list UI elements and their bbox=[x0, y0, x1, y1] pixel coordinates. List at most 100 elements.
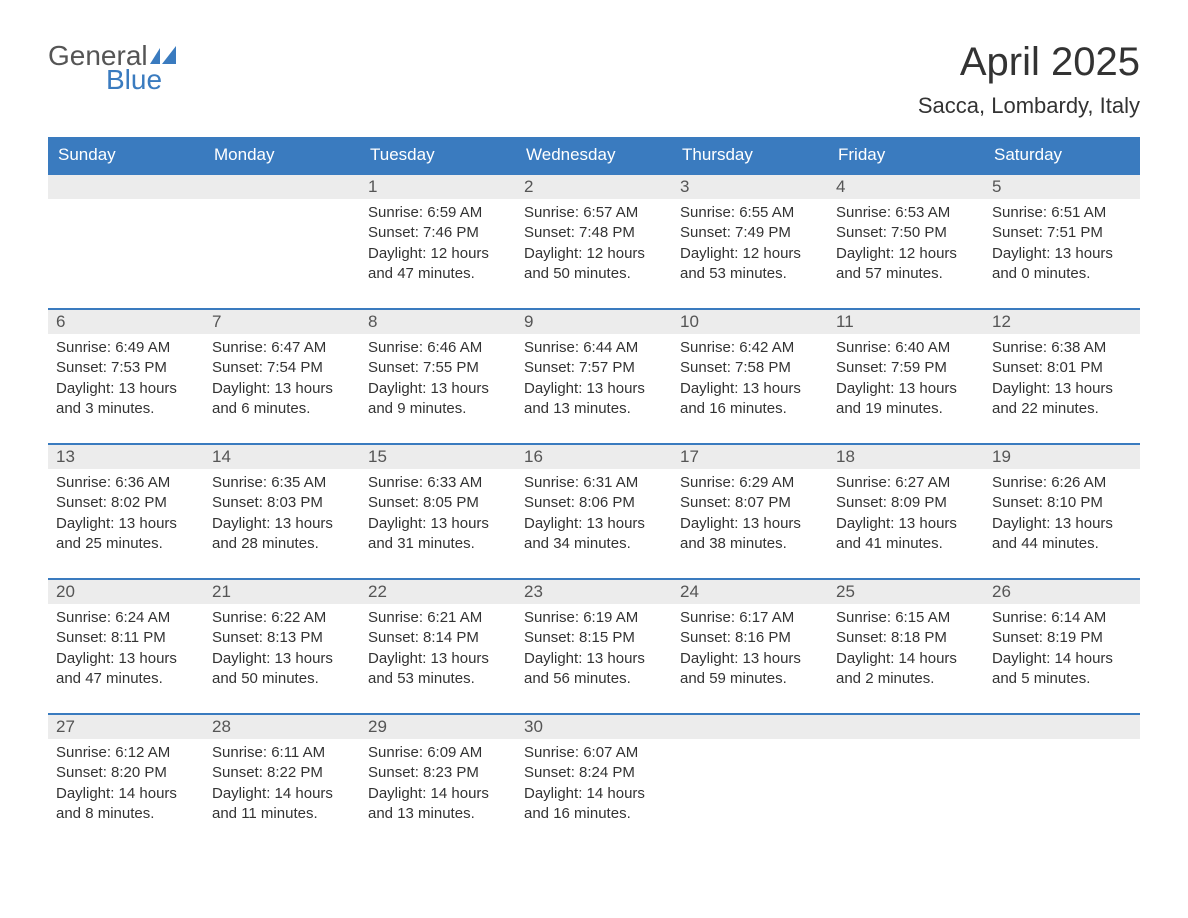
day-number: 10 bbox=[672, 309, 828, 334]
sunset-line: Sunset: 8:11 PM bbox=[56, 628, 196, 648]
day-number bbox=[828, 714, 984, 739]
daylight-line: Daylight: 12 hours and 50 minutes. bbox=[524, 244, 664, 285]
logo-text-blue: Blue bbox=[106, 64, 188, 96]
day-cell bbox=[48, 199, 204, 309]
day-number: 17 bbox=[672, 444, 828, 469]
location: Sacca, Lombardy, Italy bbox=[918, 93, 1140, 119]
day-content-row: Sunrise: 6:49 AMSunset: 7:53 PMDaylight:… bbox=[48, 334, 1140, 444]
day-number: 18 bbox=[828, 444, 984, 469]
sunrise-line: Sunrise: 6:44 AM bbox=[524, 338, 664, 358]
day-cell: Sunrise: 6:12 AMSunset: 8:20 PMDaylight:… bbox=[48, 739, 204, 848]
sunset-line: Sunset: 7:58 PM bbox=[680, 358, 820, 378]
sunset-line: Sunset: 8:13 PM bbox=[212, 628, 352, 648]
daylight-line: Daylight: 13 hours and 38 minutes. bbox=[680, 514, 820, 555]
sunrise-line: Sunrise: 6:26 AM bbox=[992, 473, 1132, 493]
weekday-header: Wednesday bbox=[516, 137, 672, 174]
day-number: 28 bbox=[204, 714, 360, 739]
sunset-line: Sunset: 8:02 PM bbox=[56, 493, 196, 513]
day-cell: Sunrise: 6:38 AMSunset: 8:01 PMDaylight:… bbox=[984, 334, 1140, 444]
sunset-line: Sunset: 7:48 PM bbox=[524, 223, 664, 243]
sunrise-line: Sunrise: 6:35 AM bbox=[212, 473, 352, 493]
sunrise-line: Sunrise: 6:51 AM bbox=[992, 203, 1132, 223]
day-cell: Sunrise: 6:33 AMSunset: 8:05 PMDaylight:… bbox=[360, 469, 516, 579]
sunrise-line: Sunrise: 6:49 AM bbox=[56, 338, 196, 358]
daylight-line: Daylight: 14 hours and 16 minutes. bbox=[524, 784, 664, 825]
sunrise-line: Sunrise: 6:15 AM bbox=[836, 608, 976, 628]
day-cell bbox=[984, 739, 1140, 848]
day-number: 3 bbox=[672, 174, 828, 199]
day-cell: Sunrise: 6:15 AMSunset: 8:18 PMDaylight:… bbox=[828, 604, 984, 714]
sunrise-line: Sunrise: 6:53 AM bbox=[836, 203, 976, 223]
sunrise-line: Sunrise: 6:59 AM bbox=[368, 203, 508, 223]
sunset-line: Sunset: 8:01 PM bbox=[992, 358, 1132, 378]
weekday-header: Friday bbox=[828, 137, 984, 174]
daylight-line: Daylight: 13 hours and 16 minutes. bbox=[680, 379, 820, 420]
day-cell bbox=[672, 739, 828, 848]
sunset-line: Sunset: 7:53 PM bbox=[56, 358, 196, 378]
weekday-header: Sunday bbox=[48, 137, 204, 174]
day-cell: Sunrise: 6:11 AMSunset: 8:22 PMDaylight:… bbox=[204, 739, 360, 848]
day-number: 22 bbox=[360, 579, 516, 604]
sunrise-line: Sunrise: 6:27 AM bbox=[836, 473, 976, 493]
weekday-header-row: SundayMondayTuesdayWednesdayThursdayFrid… bbox=[48, 137, 1140, 174]
sunrise-line: Sunrise: 6:14 AM bbox=[992, 608, 1132, 628]
sunrise-line: Sunrise: 6:09 AM bbox=[368, 743, 508, 763]
day-number: 12 bbox=[984, 309, 1140, 334]
daylight-line: Daylight: 13 hours and 25 minutes. bbox=[56, 514, 196, 555]
day-cell: Sunrise: 6:31 AMSunset: 8:06 PMDaylight:… bbox=[516, 469, 672, 579]
day-number: 24 bbox=[672, 579, 828, 604]
sunrise-line: Sunrise: 6:19 AM bbox=[524, 608, 664, 628]
day-cell: Sunrise: 6:51 AMSunset: 7:51 PMDaylight:… bbox=[984, 199, 1140, 309]
day-number: 29 bbox=[360, 714, 516, 739]
day-cell: Sunrise: 6:19 AMSunset: 8:15 PMDaylight:… bbox=[516, 604, 672, 714]
daylight-line: Daylight: 13 hours and 53 minutes. bbox=[368, 649, 508, 690]
day-number bbox=[672, 714, 828, 739]
sunrise-line: Sunrise: 6:17 AM bbox=[680, 608, 820, 628]
sunset-line: Sunset: 8:22 PM bbox=[212, 763, 352, 783]
daylight-line: Daylight: 13 hours and 6 minutes. bbox=[212, 379, 352, 420]
day-cell: Sunrise: 6:46 AMSunset: 7:55 PMDaylight:… bbox=[360, 334, 516, 444]
sunrise-line: Sunrise: 6:42 AM bbox=[680, 338, 820, 358]
sunset-line: Sunset: 8:14 PM bbox=[368, 628, 508, 648]
sunset-line: Sunset: 8:06 PM bbox=[524, 493, 664, 513]
daylight-line: Daylight: 14 hours and 13 minutes. bbox=[368, 784, 508, 825]
day-content-row: Sunrise: 6:24 AMSunset: 8:11 PMDaylight:… bbox=[48, 604, 1140, 714]
day-number bbox=[204, 174, 360, 199]
sunset-line: Sunset: 8:16 PM bbox=[680, 628, 820, 648]
sunrise-line: Sunrise: 6:31 AM bbox=[524, 473, 664, 493]
sunset-line: Sunset: 8:20 PM bbox=[56, 763, 196, 783]
weekday-header: Monday bbox=[204, 137, 360, 174]
day-cell: Sunrise: 6:14 AMSunset: 8:19 PMDaylight:… bbox=[984, 604, 1140, 714]
day-cell: Sunrise: 6:59 AMSunset: 7:46 PMDaylight:… bbox=[360, 199, 516, 309]
sunrise-line: Sunrise: 6:22 AM bbox=[212, 608, 352, 628]
day-cell: Sunrise: 6:22 AMSunset: 8:13 PMDaylight:… bbox=[204, 604, 360, 714]
daylight-line: Daylight: 13 hours and 3 minutes. bbox=[56, 379, 196, 420]
day-number-row: 13141516171819 bbox=[48, 444, 1140, 469]
sunset-line: Sunset: 7:54 PM bbox=[212, 358, 352, 378]
sunrise-line: Sunrise: 6:29 AM bbox=[680, 473, 820, 493]
day-number-row: 27282930 bbox=[48, 714, 1140, 739]
day-content-row: Sunrise: 6:12 AMSunset: 8:20 PMDaylight:… bbox=[48, 739, 1140, 848]
sunrise-line: Sunrise: 6:36 AM bbox=[56, 473, 196, 493]
weekday-header: Thursday bbox=[672, 137, 828, 174]
day-cell: Sunrise: 6:24 AMSunset: 8:11 PMDaylight:… bbox=[48, 604, 204, 714]
sunrise-line: Sunrise: 6:33 AM bbox=[368, 473, 508, 493]
sunrise-line: Sunrise: 6:11 AM bbox=[212, 743, 352, 763]
daylight-line: Daylight: 13 hours and 59 minutes. bbox=[680, 649, 820, 690]
day-number: 27 bbox=[48, 714, 204, 739]
title-block: April 2025 Sacca, Lombardy, Italy bbox=[918, 40, 1140, 119]
day-cell: Sunrise: 6:47 AMSunset: 7:54 PMDaylight:… bbox=[204, 334, 360, 444]
day-cell: Sunrise: 6:07 AMSunset: 8:24 PMDaylight:… bbox=[516, 739, 672, 848]
day-cell: Sunrise: 6:21 AMSunset: 8:14 PMDaylight:… bbox=[360, 604, 516, 714]
daylight-line: Daylight: 13 hours and 22 minutes. bbox=[992, 379, 1132, 420]
day-cell: Sunrise: 6:27 AMSunset: 8:09 PMDaylight:… bbox=[828, 469, 984, 579]
day-number: 14 bbox=[204, 444, 360, 469]
day-number: 25 bbox=[828, 579, 984, 604]
daylight-line: Daylight: 13 hours and 41 minutes. bbox=[836, 514, 976, 555]
day-number bbox=[984, 714, 1140, 739]
day-number: 11 bbox=[828, 309, 984, 334]
day-number: 20 bbox=[48, 579, 204, 604]
day-cell: Sunrise: 6:36 AMSunset: 8:02 PMDaylight:… bbox=[48, 469, 204, 579]
sunrise-line: Sunrise: 6:55 AM bbox=[680, 203, 820, 223]
day-number: 2 bbox=[516, 174, 672, 199]
